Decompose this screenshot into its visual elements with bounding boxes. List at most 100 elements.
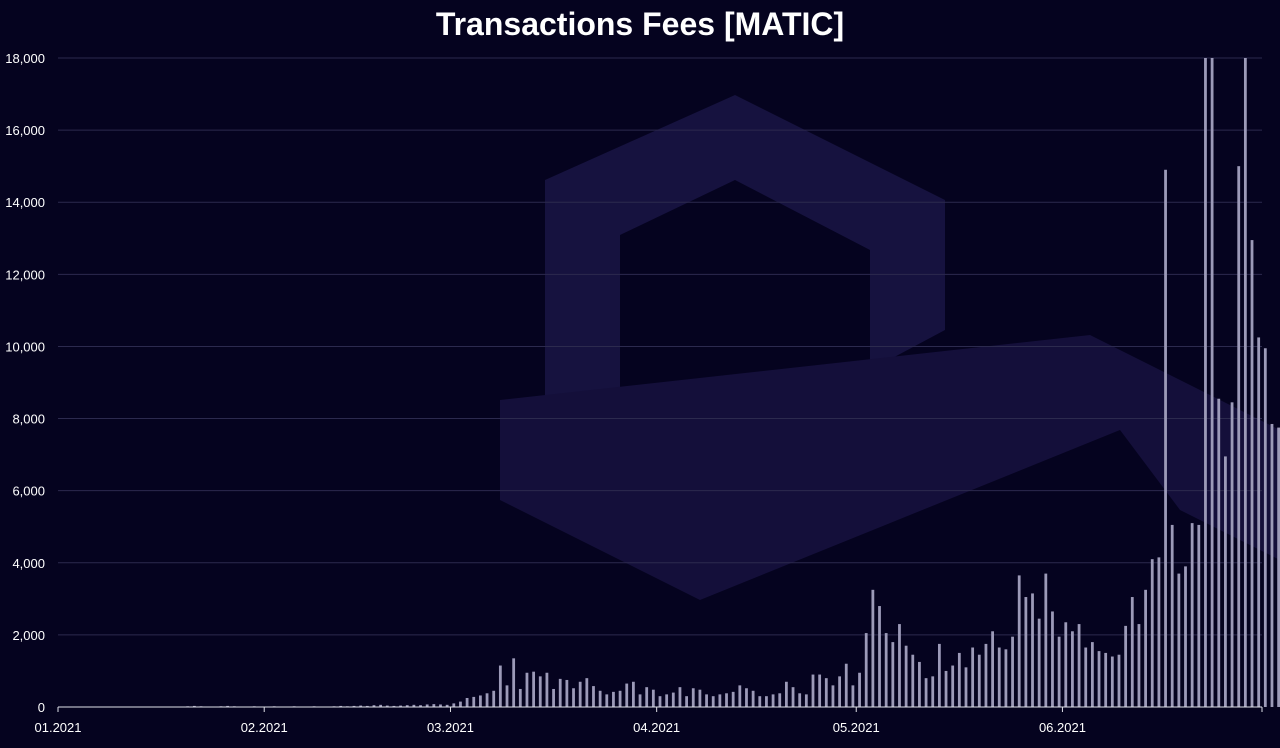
bar	[572, 688, 575, 707]
bar	[1051, 611, 1054, 707]
bar	[538, 676, 542, 707]
bar	[1090, 642, 1094, 707]
y-axis: 0 2,000 4,000 6,000 8,000 10,000 12,000 14,000 1…	[5, 51, 45, 715]
bar	[798, 693, 802, 707]
bar	[339, 705, 343, 707]
bar	[545, 672, 549, 707]
bar	[858, 672, 861, 707]
bar	[1104, 652, 1108, 707]
bar	[452, 703, 456, 707]
y-tick-label: 8,000	[12, 412, 45, 427]
bar	[472, 696, 476, 707]
x-tick-label: 05.2021	[833, 720, 880, 735]
x-tick-label: 04.2021	[633, 720, 680, 735]
bar	[691, 688, 695, 707]
bar	[485, 693, 489, 707]
bar	[1224, 456, 1227, 707]
bar	[738, 685, 742, 707]
x-tick-label: 06.2021	[1039, 720, 1086, 735]
bar	[1263, 348, 1267, 707]
bar	[685, 696, 689, 707]
bar	[771, 694, 775, 707]
bar	[1117, 654, 1121, 707]
bar	[997, 647, 1001, 707]
bar	[1177, 573, 1181, 707]
bar	[977, 654, 981, 707]
logo-hexagon	[545, 95, 945, 520]
bar	[884, 633, 888, 707]
bar	[944, 670, 948, 707]
bar	[1017, 575, 1021, 707]
gridlines	[58, 57, 1262, 636]
bar	[991, 631, 994, 707]
bar	[492, 690, 496, 707]
y-tick-label: 10,000	[5, 339, 45, 354]
bar	[372, 705, 376, 707]
bar	[425, 704, 429, 707]
bar	[811, 674, 815, 707]
bar	[605, 694, 609, 707]
bar	[379, 704, 383, 707]
bar	[718, 694, 722, 707]
bar	[558, 678, 562, 707]
bar	[585, 678, 589, 707]
bar	[1197, 524, 1201, 707]
bar	[1130, 597, 1134, 707]
bars	[179, 58, 1280, 708]
y-tick-label: 6,000	[12, 484, 45, 499]
bar	[598, 690, 602, 707]
logo-band	[500, 335, 1280, 600]
background-logo	[500, 95, 1280, 600]
bar	[1277, 427, 1280, 707]
bar	[824, 678, 828, 707]
bar	[1270, 423, 1274, 707]
bar	[671, 692, 675, 707]
bar	[359, 705, 363, 707]
bar	[898, 624, 901, 707]
bar	[518, 688, 522, 707]
bar	[745, 688, 748, 707]
bar	[804, 694, 808, 707]
bar	[778, 693, 782, 707]
bar	[665, 694, 669, 707]
bar	[1257, 337, 1261, 707]
bar	[1150, 559, 1154, 707]
bar	[1230, 402, 1234, 707]
bar	[459, 701, 462, 707]
bar	[1243, 58, 1247, 707]
bar	[525, 672, 529, 707]
bar	[1250, 240, 1254, 707]
bar	[1071, 631, 1074, 707]
x-tick-label: 02.2021	[241, 720, 288, 735]
bar	[731, 691, 735, 707]
bar	[1137, 624, 1141, 707]
bar	[498, 665, 502, 707]
y-tick-label: 12,000	[5, 267, 45, 282]
bar	[1124, 625, 1128, 707]
bar	[226, 705, 230, 707]
bar	[984, 643, 988, 707]
x-tick-label: 03.2021	[427, 720, 474, 735]
bar	[751, 690, 755, 707]
bar	[818, 674, 822, 707]
bar	[612, 691, 615, 707]
x-tick-label: 01.2021	[35, 720, 82, 735]
bar	[1064, 622, 1068, 707]
bar	[838, 676, 841, 707]
bar	[698, 689, 702, 707]
bar	[419, 705, 422, 707]
bar	[565, 679, 569, 707]
bar	[844, 663, 848, 707]
bar	[1184, 566, 1187, 707]
bar	[439, 704, 442, 707]
bar	[784, 681, 788, 707]
bar	[445, 704, 449, 707]
bar	[1164, 169, 1167, 707]
bar	[465, 697, 469, 707]
bar	[658, 696, 662, 707]
bar	[618, 690, 622, 707]
bar	[758, 696, 762, 707]
bar	[951, 665, 955, 707]
bar	[1011, 636, 1014, 707]
